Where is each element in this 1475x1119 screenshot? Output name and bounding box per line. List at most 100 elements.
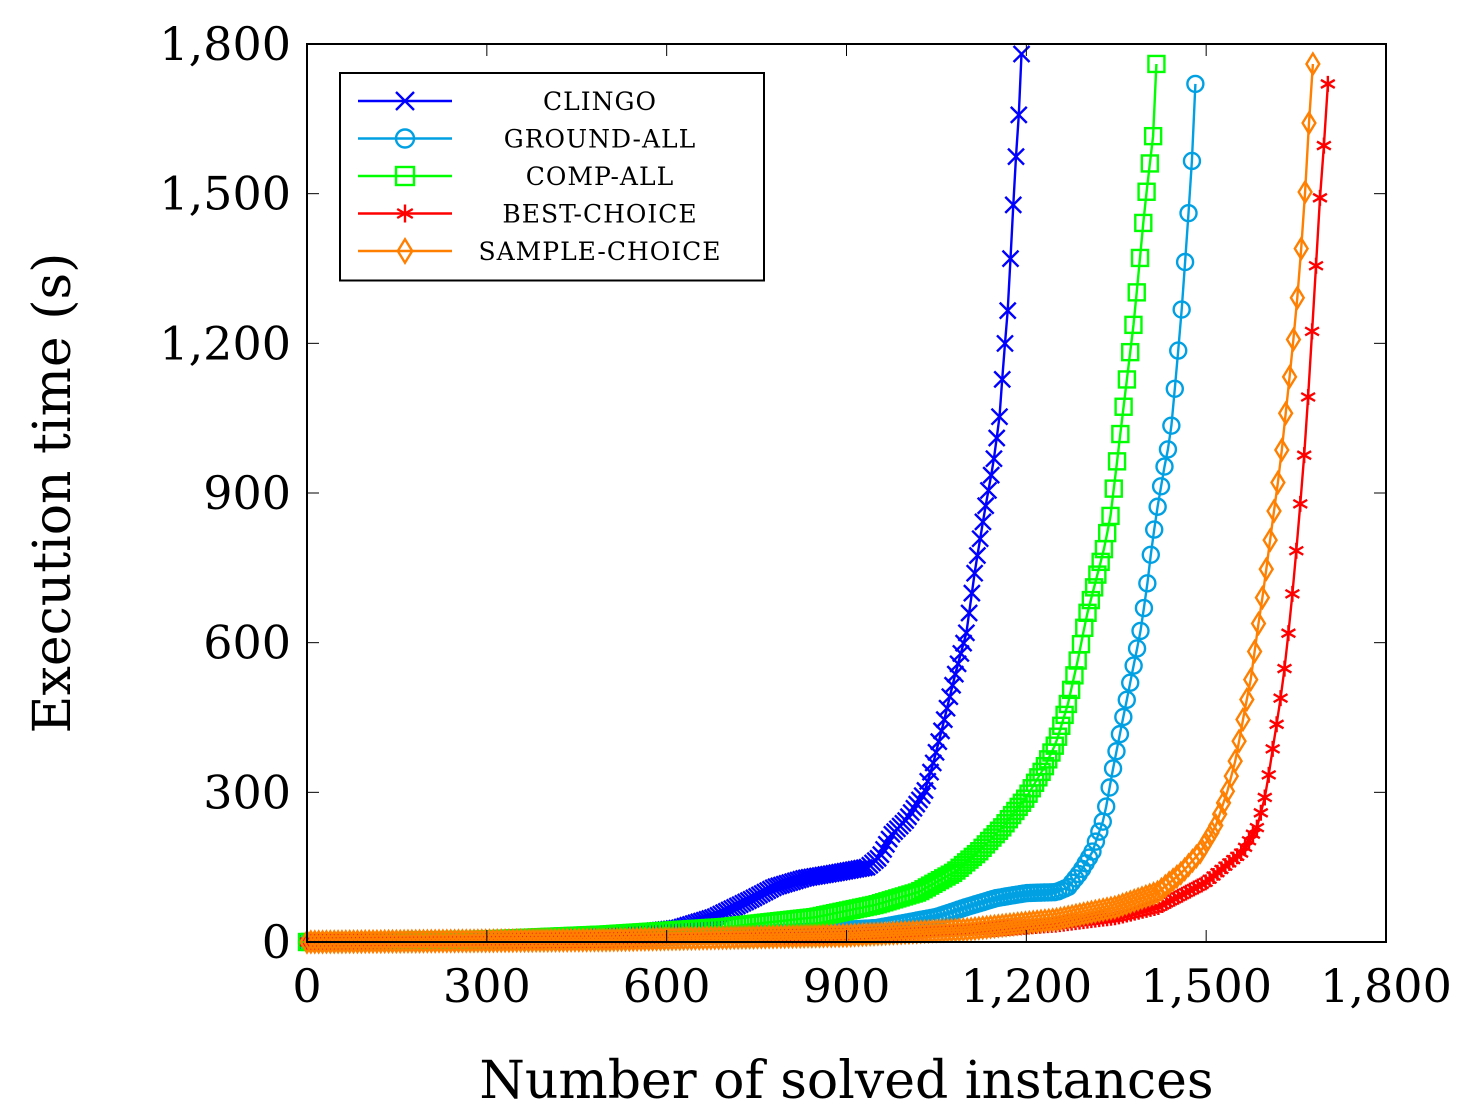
data-point: [963, 584, 981, 602]
data-point: [1196, 832, 1212, 859]
data-point: [1124, 656, 1143, 675]
data-point: [1111, 424, 1130, 444]
data-point: [1231, 728, 1247, 754]
data-point: [1004, 196, 1023, 214]
data-point: [985, 449, 1003, 468]
data-point: [966, 844, 986, 864]
data-point: [1009, 106, 1028, 124]
data-point: [998, 301, 1017, 320]
y-tick-label: 900: [203, 466, 291, 520]
data-point: [1068, 902, 1084, 929]
data-point: [1320, 75, 1336, 92]
data-point: [1061, 680, 1081, 700]
data-point: [1273, 690, 1289, 707]
data-point: [1101, 506, 1120, 526]
data-point: [1088, 565, 1107, 584]
data-point: [1130, 886, 1146, 912]
data-point: [1266, 498, 1282, 524]
data-point: [932, 722, 951, 740]
y-tick-label: 300: [203, 765, 291, 819]
data-point: [1056, 905, 1073, 931]
data-point: [1145, 520, 1164, 539]
data-point: [1169, 341, 1188, 360]
data-point: [976, 496, 995, 515]
data-point: [1001, 249, 1020, 268]
data-point: [1175, 252, 1195, 272]
data-point: [1078, 603, 1097, 623]
data-point: [855, 858, 874, 877]
legend-marker: [394, 165, 416, 187]
data-point: [951, 644, 970, 663]
data-point: [1292, 495, 1308, 512]
data-point: [1060, 904, 1077, 930]
data-point: [1284, 585, 1300, 602]
data-point: [1065, 666, 1084, 685]
data-point: [1148, 497, 1167, 516]
data-point: [993, 370, 1012, 389]
data-point: [1114, 707, 1133, 727]
legend: CLINGO GROUND-ALL COMP-ALL BEST-CHOICE SAMPL…: [339, 72, 765, 282]
data-point: [1081, 590, 1101, 610]
data-point: [1301, 110, 1317, 136]
y-tick-label: 1,500: [159, 167, 291, 221]
y-axis-title: Execution time (s): [23, 253, 83, 734]
data-point: [1186, 74, 1205, 94]
data-point: [1235, 706, 1251, 733]
data-point: [1254, 584, 1271, 611]
legend-label: SAMPLE-CHOICE: [478, 237, 721, 266]
data-point: [1090, 822, 1109, 841]
data-point: [1127, 639, 1147, 658]
legend-marker: [394, 128, 416, 149]
data-point: [1257, 789, 1273, 806]
data-point: [1084, 578, 1104, 597]
data-point: [949, 654, 967, 673]
data-point: [1086, 832, 1106, 851]
data-point: [1304, 323, 1320, 340]
data-point: [1281, 364, 1298, 390]
data-point: [1265, 740, 1281, 757]
data-point: [1143, 126, 1163, 146]
data-point: [1091, 552, 1110, 572]
data-point: [1179, 203, 1198, 223]
data-point: [1312, 189, 1328, 206]
y-tick-label: 1,800: [159, 17, 291, 71]
data-point: [1188, 843, 1205, 870]
data-point: [924, 754, 943, 772]
data-point: [1250, 610, 1267, 637]
data-point: [1141, 545, 1160, 564]
data-point: [954, 634, 973, 652]
data-point: [927, 743, 945, 762]
data-point: [1052, 716, 1071, 736]
data-point: [1293, 235, 1310, 262]
data-point: [1117, 370, 1137, 389]
data-point: [1253, 804, 1269, 821]
legend-item: CLINGO: [358, 87, 656, 116]
data-point: [968, 546, 987, 565]
data-point: [1048, 727, 1068, 746]
series-layer: [297, 45, 1336, 955]
data-point: [1104, 479, 1123, 498]
data-point: [960, 604, 978, 622]
data-point: [1019, 784, 1038, 803]
data-point: [1107, 452, 1127, 471]
data-point: [1055, 705, 1074, 725]
data-point: [943, 676, 962, 695]
data-point: [1280, 625, 1296, 642]
data-point: [1145, 881, 1162, 907]
data-point: [1270, 469, 1286, 496]
legend-marker: [396, 237, 414, 265]
data-point: [979, 481, 998, 500]
data-point: [1110, 893, 1127, 919]
data-point: [1114, 397, 1133, 416]
data-point: [880, 830, 898, 848]
data-point: [1103, 759, 1123, 778]
data-point: [990, 407, 1009, 426]
data-point: [1297, 179, 1313, 205]
data-point: [1012, 45, 1031, 63]
data-point: [1296, 447, 1312, 464]
data-point: [1276, 660, 1293, 677]
data-point: [1289, 285, 1306, 311]
data-point: [1075, 901, 1092, 927]
legend-label: COMP-ALL: [526, 162, 674, 191]
